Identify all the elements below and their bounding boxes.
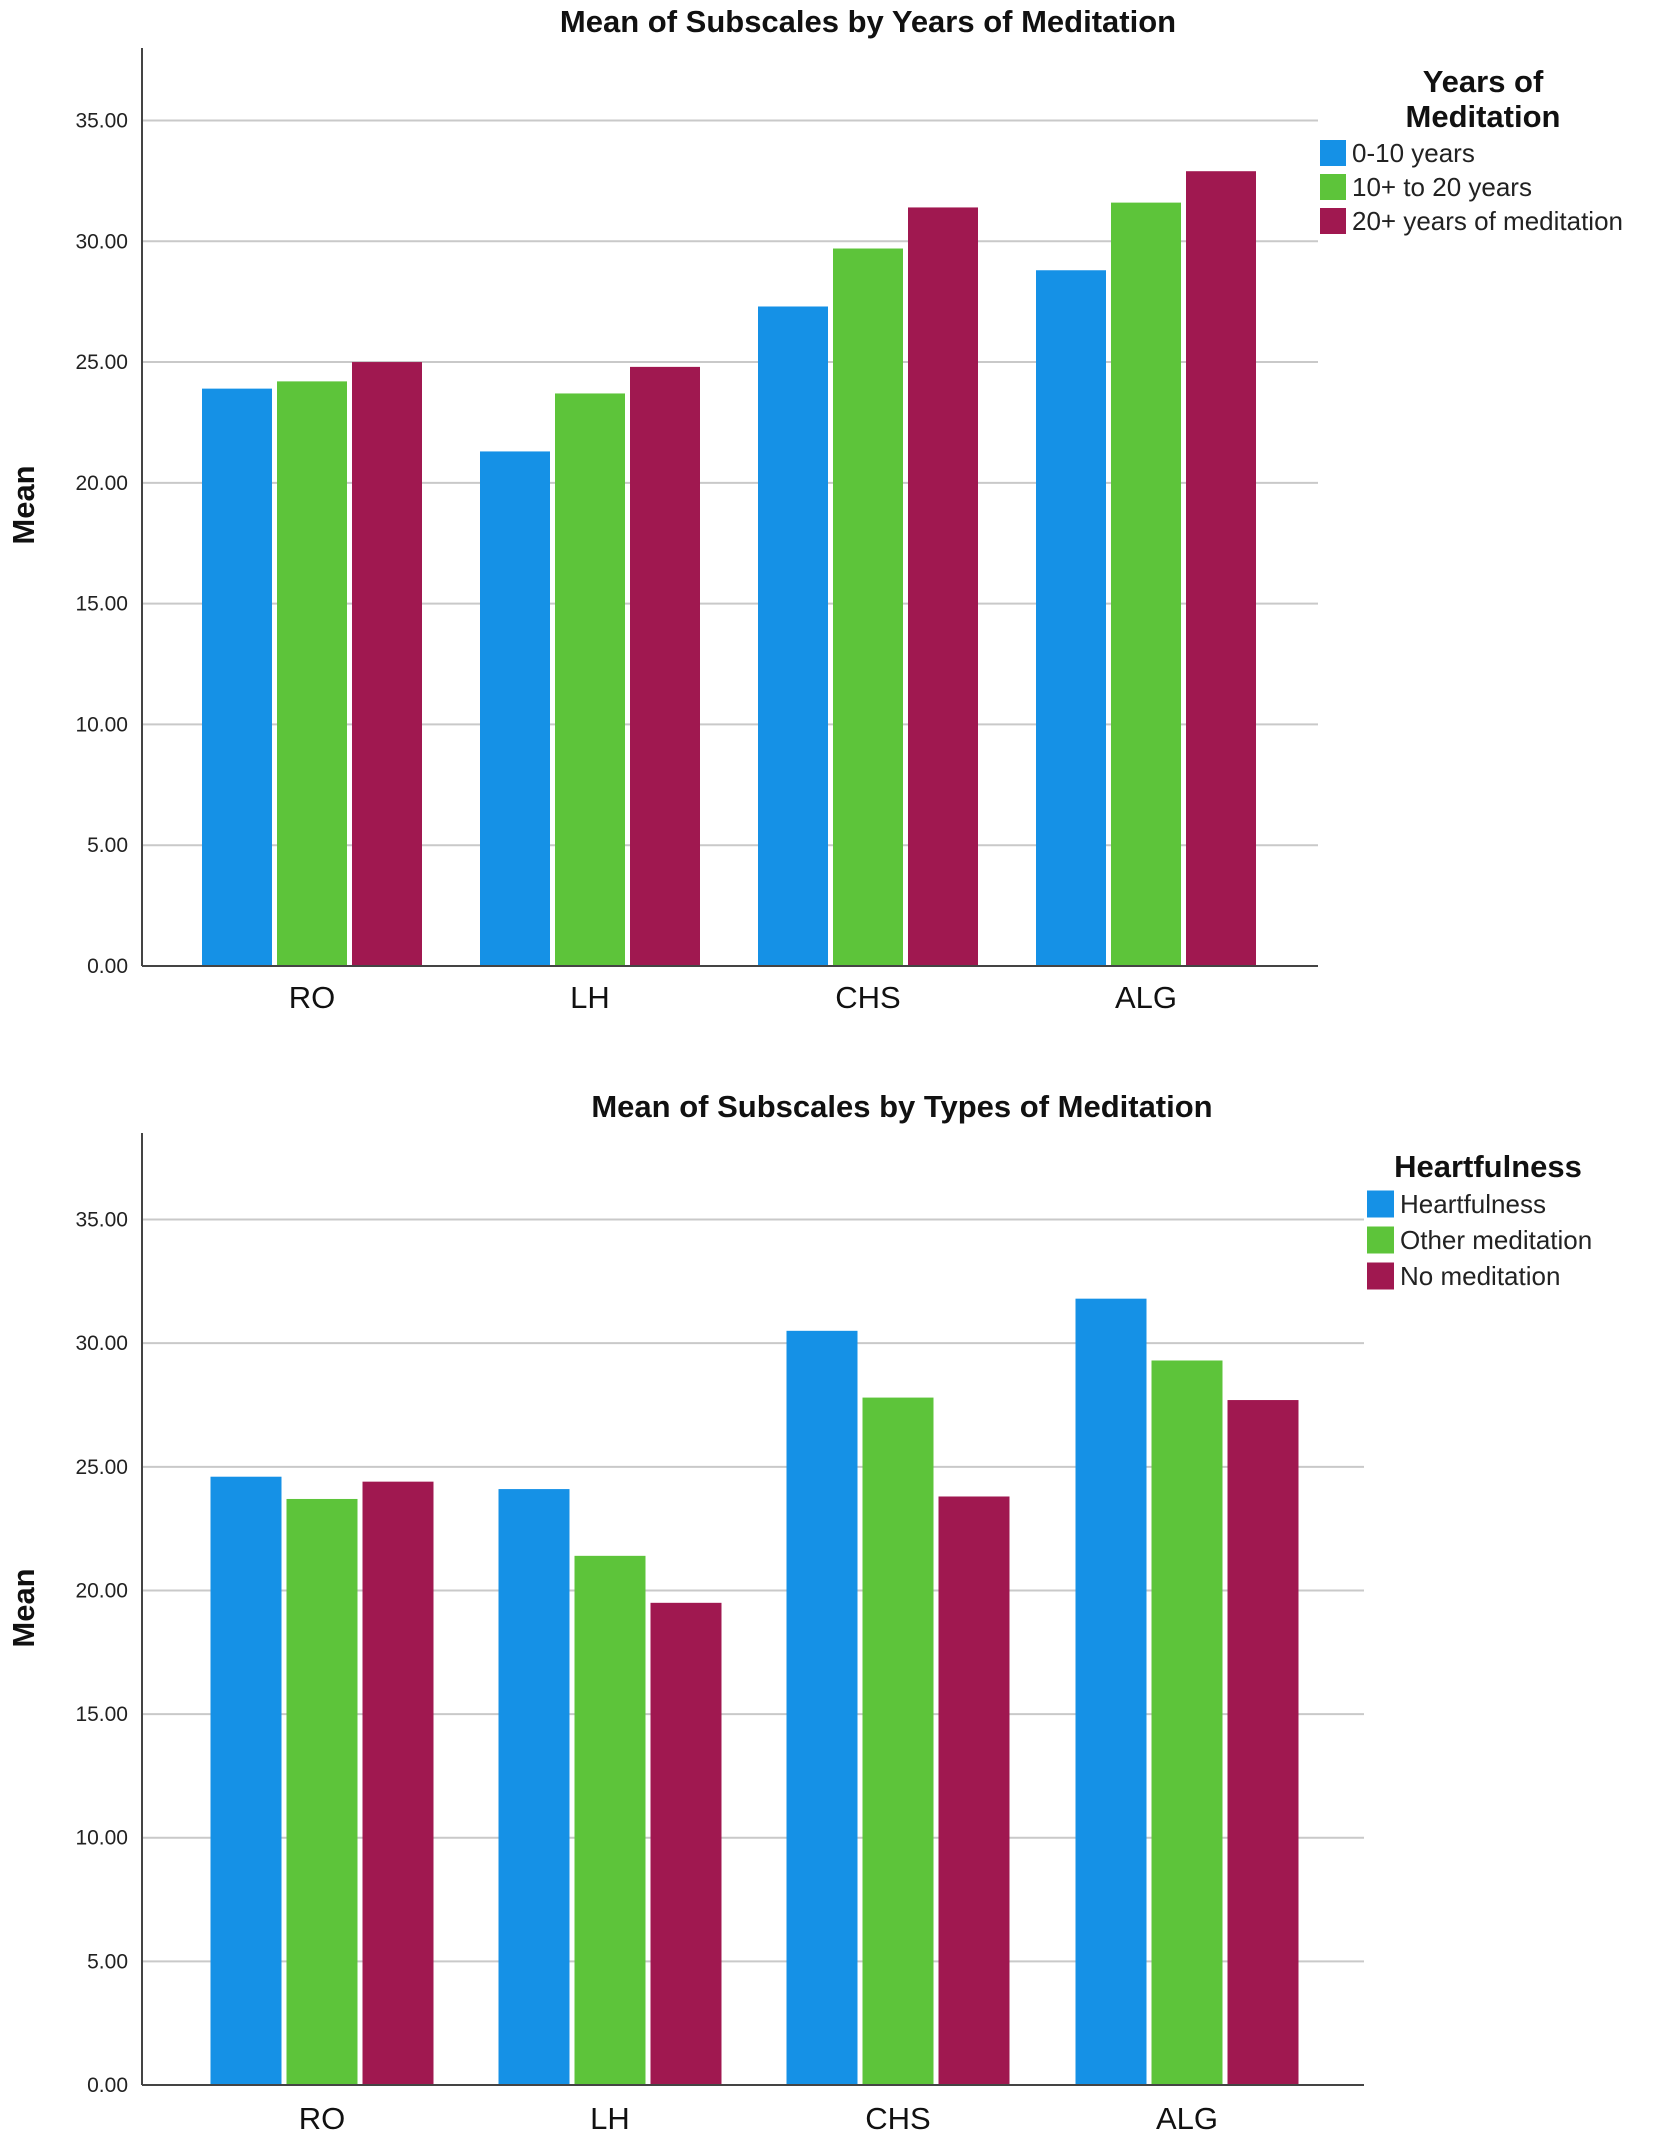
legend-swatch [1320, 208, 1346, 234]
legend-swatch [1320, 140, 1346, 166]
bar-chs-series-1 [758, 306, 828, 966]
bar-alg-series-2 [1111, 202, 1181, 966]
legend-label: No meditation [1400, 1261, 1560, 1291]
legend-title-line: Meditation [1406, 99, 1561, 134]
bar-chs-series-1 [786, 1330, 858, 2085]
x-tick-label: ALG [1156, 2101, 1218, 2136]
bar-lh-series-2 [555, 393, 625, 966]
y-tick-label: 20.00 [75, 1579, 128, 1602]
bar-lh-series-3 [630, 366, 700, 966]
bar-ro-series-1 [202, 388, 272, 966]
y-tick-label: 35.00 [75, 109, 128, 132]
bar-alg-series-2 [1151, 1360, 1223, 2085]
legend-swatch [1367, 1262, 1394, 1290]
chart-title: Mean of Subscales by Years of Meditation [560, 4, 1176, 39]
bar-alg-series-1 [1075, 1298, 1147, 2085]
bar-alg-series-1 [1036, 270, 1106, 966]
legend-label: 10+ to 20 years [1352, 172, 1532, 202]
x-tick-label: LH [570, 980, 610, 1015]
y-axis-label: Mean [6, 465, 41, 544]
bar-lh-series-3 [650, 1602, 722, 2085]
y-tick-label: 0.00 [87, 955, 128, 978]
legend-label: Heartfulness [1400, 1189, 1546, 1219]
y-tick-label: 35.00 [75, 1209, 128, 1232]
x-tick-label: CHS [865, 2101, 930, 2136]
legend-swatch [1367, 1226, 1394, 1254]
chart-years-of-meditation: Mean of Subscales by Years of Meditation… [6, 4, 1623, 1015]
legend-title: Heartfulness [1394, 1149, 1582, 1184]
x-tick-label: RO [299, 2101, 346, 2136]
y-tick-label: 20.00 [75, 472, 128, 495]
legend-title-line: Years of [1423, 64, 1544, 99]
bar-chs-series-2 [833, 248, 903, 967]
y-tick-label: 30.00 [75, 230, 128, 253]
bar-ro-series-1 [210, 1476, 282, 2085]
legend-label: 20+ years of meditation [1352, 206, 1623, 236]
x-tick-label: CHS [835, 980, 900, 1015]
bar-ro-series-3 [362, 1481, 434, 2085]
bar-ro-series-2 [277, 381, 347, 967]
chart-title: Mean of Subscales by Types of Meditation [591, 1089, 1212, 1124]
legend-swatch [1367, 1190, 1394, 1218]
bar-lh-series-1 [480, 451, 550, 966]
bar-lh-series-2 [574, 1555, 646, 2085]
y-tick-label: 15.00 [75, 593, 128, 616]
y-tick-label: 15.00 [75, 1703, 128, 1726]
y-axis-label: Mean [6, 1568, 41, 1647]
legend-swatch [1320, 174, 1346, 200]
y-tick-label: 25.00 [75, 351, 128, 374]
y-tick-label: 30.00 [75, 1332, 128, 1355]
y-tick-label: 10.00 [75, 713, 128, 736]
x-tick-label: RO [289, 980, 336, 1015]
x-tick-label: LH [590, 2101, 630, 2136]
bar-ro-series-2 [286, 1498, 358, 2085]
chart-types-of-meditation: Mean of Subscales by Types of Meditation… [6, 1089, 1592, 2136]
bar-alg-series-3 [1227, 1400, 1299, 2085]
bar-lh-series-1 [498, 1489, 570, 2085]
bar-alg-series-3 [1186, 171, 1256, 966]
bar-chs-series-3 [938, 1496, 1010, 2085]
y-tick-label: 5.00 [87, 1950, 128, 1973]
legend-label: Other meditation [1400, 1225, 1592, 1255]
legend-title: Years of Meditation [1406, 64, 1561, 134]
y-tick-label: 25.00 [75, 1456, 128, 1479]
y-tick-label: 10.00 [75, 1827, 128, 1850]
bar-ro-series-3 [352, 362, 422, 967]
legend-label: 0-10 years [1352, 138, 1475, 168]
y-tick-label: 0.00 [87, 2074, 128, 2097]
y-tick-label: 5.00 [87, 834, 128, 857]
bar-chs-series-3 [908, 207, 978, 966]
x-tick-label: ALG [1115, 980, 1177, 1015]
bar-chs-series-2 [862, 1397, 934, 2085]
